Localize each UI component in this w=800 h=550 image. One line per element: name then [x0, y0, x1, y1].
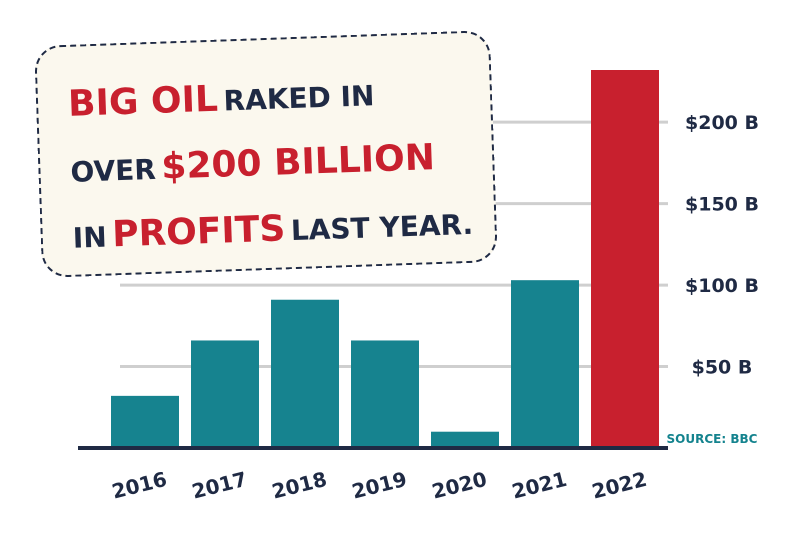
headline-text-last-year: LAST YEAR.	[290, 207, 474, 248]
x-tick-label-2019: 2019	[349, 467, 409, 504]
headline-text-in: IN	[72, 220, 108, 255]
bar-2022	[591, 70, 659, 448]
bar-2018	[271, 299, 339, 448]
x-tick-label-2016: 2016	[109, 467, 169, 504]
bar-2019	[351, 340, 419, 448]
x-tick-label-2022: 2022	[589, 467, 649, 504]
headline-callout: BIG OIL RAKED IN OVER $200 BILLION IN PR…	[34, 30, 498, 278]
x-tick-label-2017: 2017	[189, 467, 249, 504]
headline-line-3: IN PROFITS LAST YEAR.	[72, 193, 474, 273]
bar-2017	[191, 340, 259, 448]
x-tick-label-2021: 2021	[509, 467, 569, 504]
bar-2020	[431, 431, 499, 448]
y-tick-label-50: $50 B	[692, 357, 753, 379]
headline-text-over: OVER	[69, 152, 157, 189]
x-tick-label-2018: 2018	[269, 467, 329, 504]
y-tick-label-200: $200 B	[685, 112, 759, 134]
headline-emphasis-amount: $200 BILLION	[160, 137, 436, 188]
source-label: SOURCE: BBC	[667, 432, 758, 446]
y-tick-label-100: $100 B	[685, 275, 759, 297]
bar-2021	[511, 280, 579, 448]
headline-text-raked-in: RAKED IN	[222, 79, 375, 118]
y-tick-label-150: $150 B	[685, 194, 759, 216]
headline-emphasis-big-oil: BIG OIL	[67, 78, 219, 125]
headline-emphasis-profits: PROFITS	[111, 208, 286, 256]
x-tick-label-2020: 2020	[429, 467, 489, 504]
bar-2016	[111, 395, 179, 448]
